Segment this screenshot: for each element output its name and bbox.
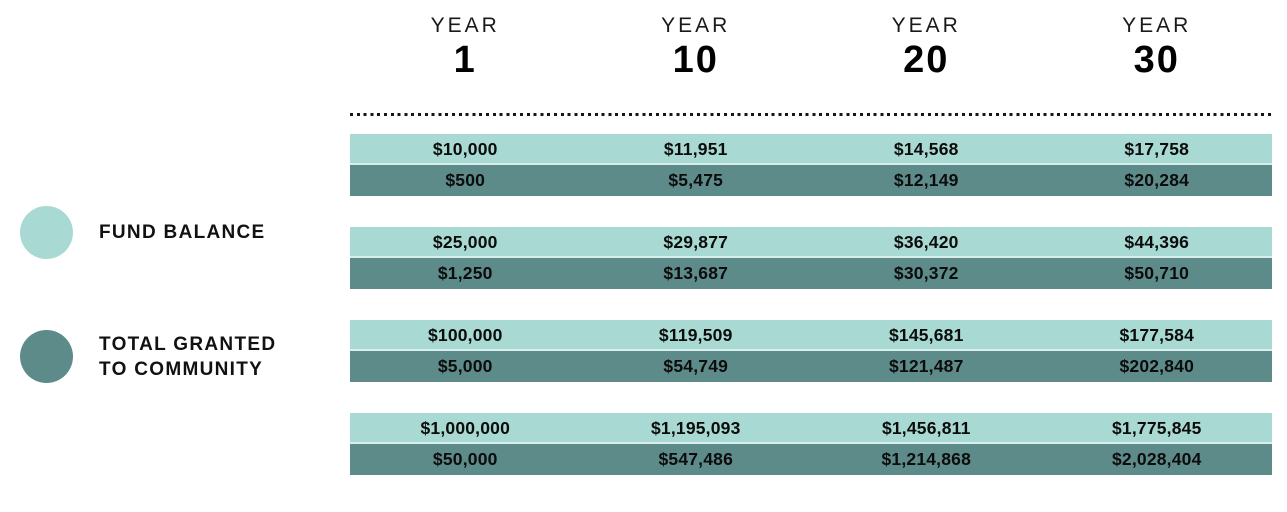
year-word: YEAR	[430, 14, 500, 37]
year-number: 20	[903, 39, 950, 81]
group-25k: $25,000 $29,877 $36,420 $44,396 $1,250 $…	[350, 227, 1272, 289]
cell-total-granted: $500	[445, 170, 486, 190]
cell-total-granted: $13,687	[663, 263, 729, 283]
cell-total-granted: $54,749	[663, 356, 729, 376]
table-pane: YEAR 1 YEAR 10 YEAR 20 YEAR 30 $10,000 $…	[350, 0, 1272, 475]
cell-fund-balance: $10,000	[432, 139, 498, 159]
year-word: YEAR	[1122, 14, 1192, 37]
cell-total-granted: $1,214,868	[881, 449, 972, 469]
cell-fund-balance: $36,420	[893, 232, 959, 252]
cell-fund-balance: $100,000	[427, 325, 503, 345]
year-word: YEAR	[661, 14, 731, 37]
cell-fund-balance: $29,877	[663, 232, 729, 252]
cell-total-granted: $12,149	[893, 170, 959, 190]
fund-balance-label-line1: FUND BALANCE	[99, 222, 266, 243]
dotted-divider	[350, 113, 1272, 116]
cell-fund-balance: $11,951	[663, 139, 728, 159]
cell-fund-balance: $1,195,093	[650, 418, 741, 438]
cell-total-granted: $5,000	[437, 356, 493, 376]
year-number: 1	[453, 39, 477, 81]
column-header-year-30: YEAR 30	[1042, 14, 1273, 81]
cell-fund-balance: $1,456,811	[881, 418, 971, 438]
total-granted-label-line1: TOTAL GRANTED	[99, 333, 277, 355]
fund-balance-circle-icon	[20, 206, 73, 259]
total-granted-row: $5,000 $54,749 $121,487 $202,840	[350, 351, 1272, 382]
group-100k: $100,000 $119,509 $145,681 $177,584 $5,0…	[350, 320, 1272, 382]
column-header-year-10: YEAR 10	[581, 14, 812, 81]
cell-total-granted: $50,710	[1124, 263, 1190, 283]
cell-total-granted: $202,840	[1119, 356, 1195, 376]
fund-balance-row: $25,000 $29,877 $36,420 $44,396	[350, 227, 1272, 258]
column-header-year-1: YEAR 1	[350, 14, 581, 81]
column-headers: YEAR 1 YEAR 10 YEAR 20 YEAR 30	[350, 0, 1272, 81]
cell-total-granted: $547,486	[658, 449, 734, 469]
cell-fund-balance: $17,758	[1124, 139, 1190, 159]
column-header-year-20: YEAR 20	[811, 14, 1042, 81]
cell-fund-balance: $177,584	[1119, 325, 1195, 345]
legend-item-total-granted: TOTAL GRANTED TO COMMUNITY	[20, 330, 276, 383]
cell-total-granted: $30,372	[893, 263, 959, 283]
legend-item-fund-balance: FUND BALANCE	[20, 206, 266, 259]
data-groups: $10,000 $11,951 $14,568 $17,758 $500 $5,…	[350, 134, 1272, 475]
group-1m: $1,000,000 $1,195,093 $1,456,811 $1,775,…	[350, 413, 1272, 475]
cell-fund-balance: $145,681	[888, 325, 964, 345]
cell-fund-balance: $25,000	[432, 232, 498, 252]
cell-total-granted: $50,000	[432, 449, 498, 469]
total-granted-row: $50,000 $547,486 $1,214,868 $2,028,404	[350, 444, 1272, 475]
total-granted-label-line2: TO COMMUNITY	[99, 358, 264, 380]
group-10k: $10,000 $11,951 $14,568 $17,758 $500 $5,…	[350, 134, 1272, 196]
fund-balance-row: $1,000,000 $1,195,093 $1,456,811 $1,775,…	[350, 413, 1272, 444]
cell-total-granted: $121,487	[888, 356, 964, 376]
year-number: 10	[672, 39, 719, 81]
fund-balance-label: FUND BALANCE	[99, 220, 266, 245]
cell-total-granted: $1,250	[437, 263, 493, 283]
cell-total-granted: $5,475	[668, 170, 724, 190]
cell-fund-balance: $119,509	[658, 325, 733, 345]
total-granted-circle-icon	[20, 330, 73, 383]
year-word: YEAR	[891, 14, 961, 37]
total-granted-row: $1,250 $13,687 $30,372 $50,710	[350, 258, 1272, 289]
cell-total-granted: $20,284	[1124, 170, 1190, 190]
fund-balance-row: $100,000 $119,509 $145,681 $177,584	[350, 320, 1272, 351]
cell-total-granted: $2,028,404	[1111, 449, 1202, 469]
total-granted-row: $500 $5,475 $12,149 $20,284	[350, 165, 1272, 196]
cell-fund-balance: $1,000,000	[420, 418, 511, 438]
total-granted-label: TOTAL GRANTED TO COMMUNITY	[99, 332, 276, 382]
fund-balance-row: $10,000 $11,951 $14,568 $17,758	[350, 134, 1272, 165]
cell-fund-balance: $14,568	[893, 139, 959, 159]
year-number: 30	[1133, 39, 1180, 81]
cell-fund-balance: $1,775,845	[1111, 418, 1202, 438]
cell-fund-balance: $44,396	[1124, 232, 1190, 252]
